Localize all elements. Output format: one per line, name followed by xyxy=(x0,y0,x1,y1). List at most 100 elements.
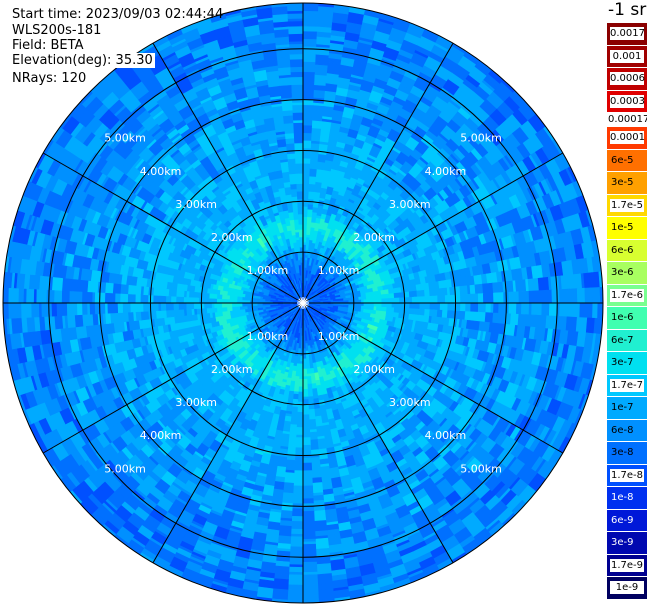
range-gate-cell xyxy=(315,537,330,550)
range-gate-cell xyxy=(311,383,317,390)
range-gate-cell xyxy=(441,309,449,319)
range-gate-cell xyxy=(317,438,327,450)
range-gate-cell xyxy=(175,289,185,298)
range-gate-cell xyxy=(302,228,308,233)
range-gate-cell xyxy=(142,302,154,312)
range-gate-cell xyxy=(302,30,318,40)
range-gate-cell xyxy=(531,302,543,316)
range-gate-cell xyxy=(533,327,547,342)
range-gate-cell xyxy=(531,264,544,280)
range-gate-cell xyxy=(308,418,317,428)
range-gate-cell xyxy=(297,386,304,393)
range-gate-cell xyxy=(122,302,131,313)
range-gate-cell xyxy=(550,275,560,291)
range-gate-cell xyxy=(316,36,332,46)
range-gate-cell xyxy=(142,285,150,296)
range-gate-cell xyxy=(89,302,96,315)
range-gate-cell xyxy=(309,441,319,451)
range-gate-cell xyxy=(314,520,328,532)
range-gate-cell xyxy=(160,302,167,311)
range-gate-cell xyxy=(424,302,431,311)
range-gate-cell xyxy=(302,162,311,174)
range-gate-cell xyxy=(296,411,304,418)
range-gate-cell xyxy=(428,281,440,291)
range-gate-cell xyxy=(302,404,310,416)
range-gate-cell xyxy=(391,302,400,309)
range-gate-cell xyxy=(271,588,289,601)
range-gate-cell xyxy=(429,288,438,297)
range-gate-cell xyxy=(546,289,553,304)
range-gate-cell xyxy=(584,302,594,319)
range-gate-cell xyxy=(449,294,459,304)
range-gate-cell xyxy=(40,302,53,318)
range-gate-cell xyxy=(302,462,313,472)
range-gate-cell xyxy=(302,399,309,406)
range-gate-cell xyxy=(168,288,177,297)
range-gate-cell xyxy=(447,302,454,312)
range-gate-cell xyxy=(569,288,578,304)
range-gate-cell xyxy=(216,293,223,300)
range-gate-cell xyxy=(302,510,315,522)
range-gate-cell xyxy=(53,289,63,304)
range-gate-cell xyxy=(320,470,332,481)
range-gate-cell xyxy=(302,12,319,25)
range-gate-cell xyxy=(165,302,174,311)
range-gate-cell xyxy=(308,408,316,421)
range-gate-cell xyxy=(178,296,185,304)
range-gate-cell xyxy=(437,295,446,304)
range-gate-cell xyxy=(314,74,328,86)
range-gate-cell xyxy=(56,302,63,317)
range-gate-cell xyxy=(441,287,449,297)
range-gate-cell xyxy=(436,309,443,318)
range-gate-cell xyxy=(525,314,537,328)
range-gate-cell xyxy=(272,578,289,591)
range-gate-cell xyxy=(485,272,499,284)
range-gate-cell xyxy=(509,313,520,326)
range-gate-cell xyxy=(450,277,463,288)
range-gate-cell xyxy=(302,45,317,55)
range-gate-cell xyxy=(460,294,469,304)
range-gate-cell xyxy=(121,329,135,342)
range-gate-cell xyxy=(404,296,413,304)
range-gate-cell xyxy=(90,269,103,283)
range-gate-cell xyxy=(399,297,406,304)
range-gate-cell xyxy=(590,271,601,289)
range-gate-cell xyxy=(560,274,573,290)
range-gate-cell xyxy=(30,302,40,318)
range-gate-cell xyxy=(429,309,438,318)
range-gate-cell xyxy=(286,444,296,456)
range-gate-cell xyxy=(17,287,25,304)
range-gate-cell xyxy=(310,142,321,150)
range-gate-cell xyxy=(541,302,550,317)
range-gate-cell xyxy=(287,589,304,601)
range-gate-cell xyxy=(313,408,322,418)
range-gate-cell xyxy=(61,302,68,316)
range-gate-cell xyxy=(51,276,64,291)
range-gate-cell xyxy=(311,127,322,140)
range-gate-cell xyxy=(3,286,9,304)
range-gate-cell xyxy=(309,160,319,170)
range-gate-cell xyxy=(315,53,330,66)
range-gate-cell xyxy=(292,485,304,495)
range-gate-cell xyxy=(436,288,443,297)
range-gate-cell xyxy=(119,293,129,304)
range-gate-cell xyxy=(477,293,484,304)
range-gate-cell xyxy=(293,470,304,477)
range-gate-cell xyxy=(119,311,129,323)
range-gate-cell xyxy=(302,396,309,400)
range-gate-cell xyxy=(288,566,304,573)
range-gate-cell xyxy=(185,308,193,316)
range-gate-cell xyxy=(302,414,310,421)
range-gate-cell xyxy=(302,81,315,91)
range-gate-cell xyxy=(302,147,312,159)
range-gate-cell xyxy=(316,563,332,576)
range-gate-cell xyxy=(271,488,284,501)
range-gate-cell xyxy=(112,282,122,294)
range-gate-cell xyxy=(373,302,378,308)
range-gate-cell xyxy=(295,437,304,449)
range-gate-cell xyxy=(599,286,603,304)
range-gate-cell xyxy=(381,297,393,304)
range-gate-cell xyxy=(470,302,479,313)
range-gate-cell xyxy=(302,216,308,223)
range-gate-cell xyxy=(296,416,304,428)
